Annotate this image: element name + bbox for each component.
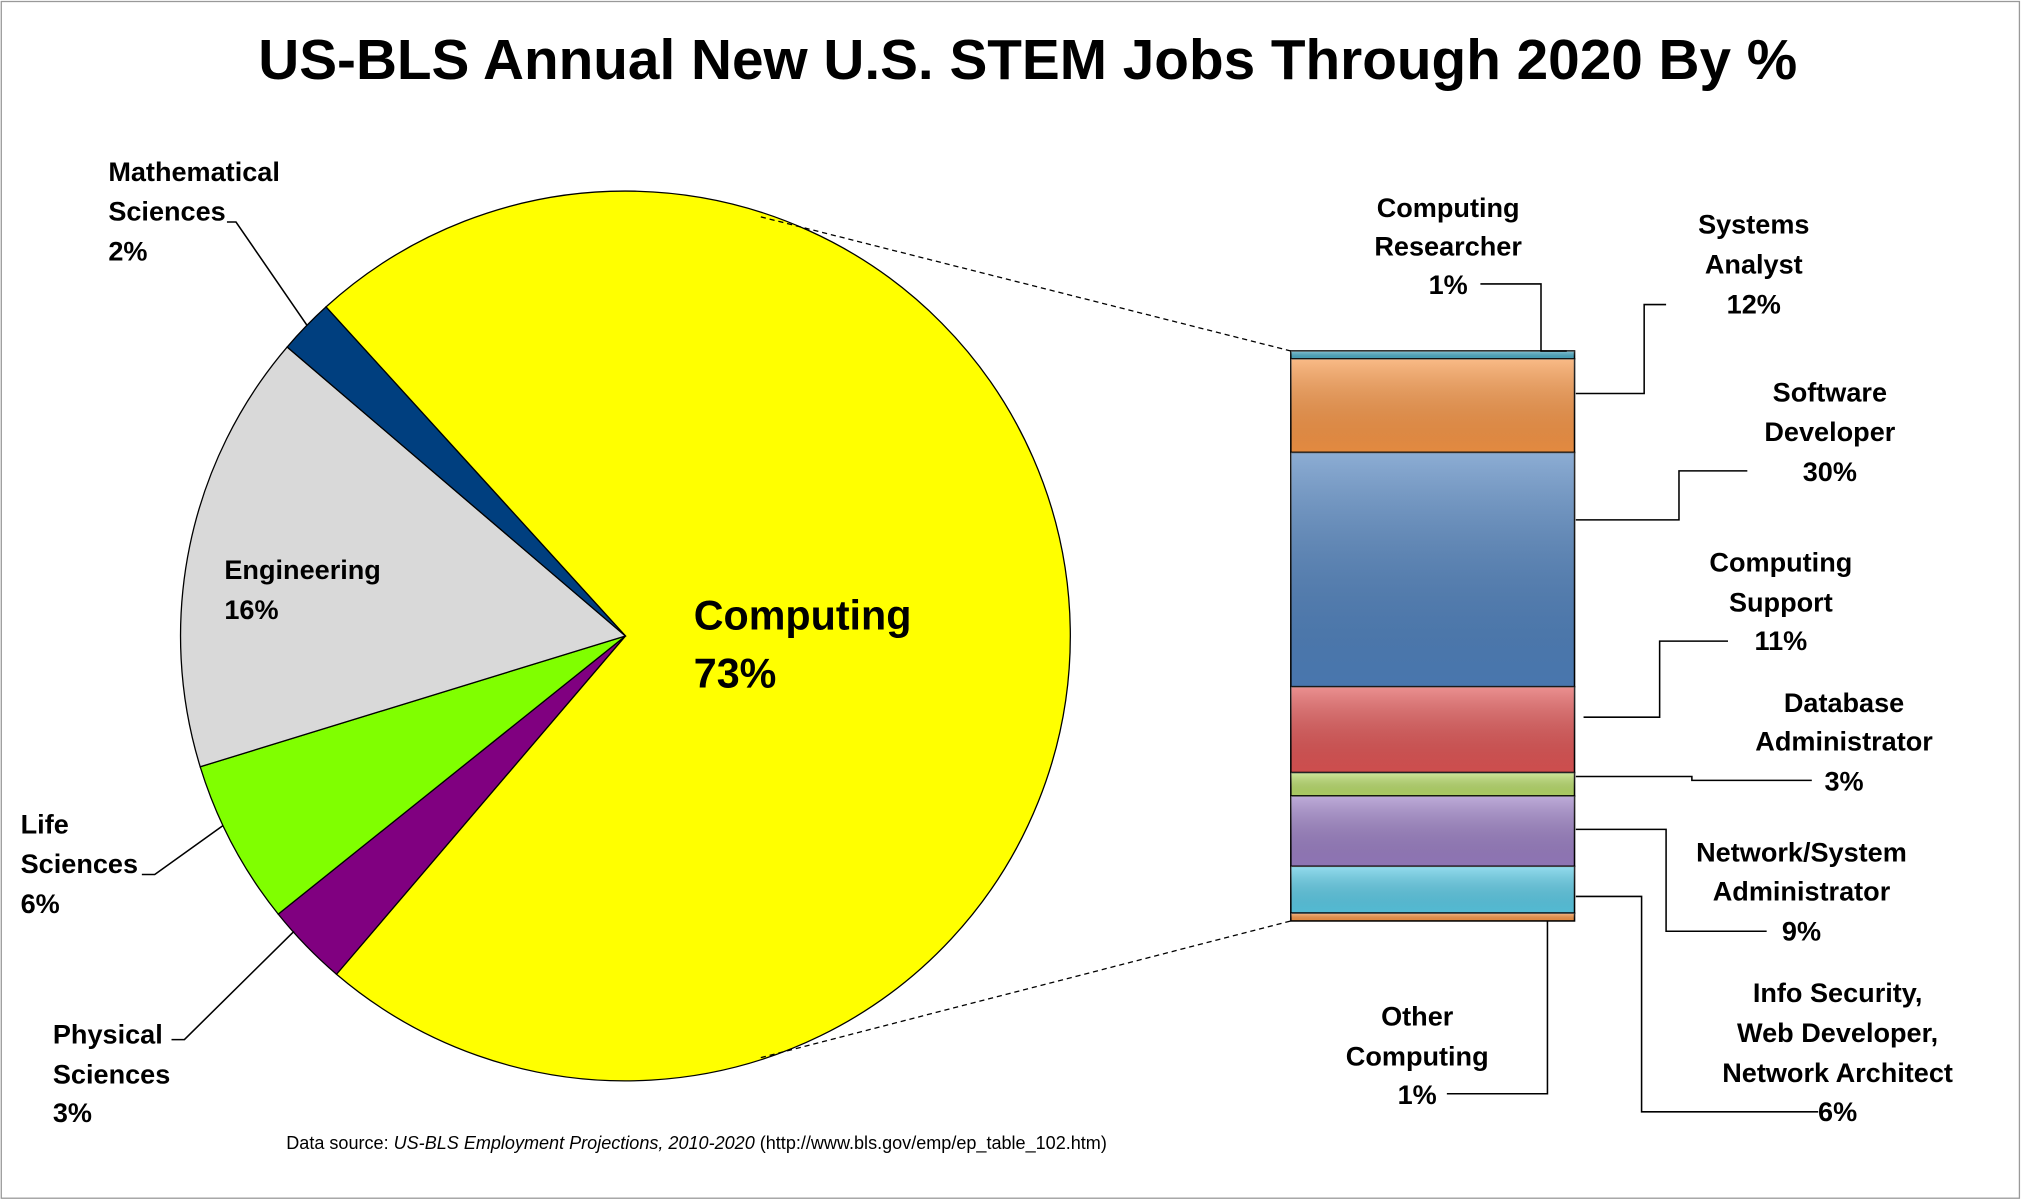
label-network-administrator: Network/System Administrator 9% xyxy=(1696,837,1907,947)
leader-line-life xyxy=(141,824,224,876)
label-line: Mathematical xyxy=(108,156,280,187)
label-line: Researcher xyxy=(1374,231,1522,262)
label-line: 73% xyxy=(694,651,777,697)
pie-chart xyxy=(179,190,1071,1082)
label-computing: Computing 73% xyxy=(694,593,912,697)
label-physical-sciences: Physical Sciences 3% xyxy=(53,1018,170,1128)
pie-slice-life-sciences xyxy=(199,635,626,916)
bar-segment-shading xyxy=(1290,866,1575,914)
label-line: Sciences xyxy=(53,1058,170,1089)
leader-line-software xyxy=(1575,470,1748,521)
data-source-note: Data source: US-BLS Employment Projectio… xyxy=(286,1133,1107,1154)
bar-segment-shading xyxy=(1290,772,1575,797)
label-line: Life xyxy=(21,808,69,839)
label-line: Network Architect xyxy=(1722,1057,1953,1088)
label-line: 6% xyxy=(21,888,60,919)
bar-segment-shading xyxy=(1290,913,1575,921)
bar-segment-shading xyxy=(1290,686,1575,773)
label-line: 12% xyxy=(1727,289,1781,320)
label-line: Computing xyxy=(694,593,912,639)
leader-line-infosec xyxy=(1575,895,1819,1113)
label-line: Systems xyxy=(1698,209,1809,240)
label-line: Computing xyxy=(1346,1040,1489,1071)
leader-line-math xyxy=(226,221,308,326)
label-line: Database xyxy=(1784,687,1904,718)
leader-line-physical xyxy=(171,930,295,1041)
label-life-sciences: Life Sciences 6% xyxy=(21,808,138,919)
label-line: Sciences xyxy=(108,196,225,227)
label-computing-support: Computing Support 11% xyxy=(1709,546,1852,656)
pie-slice-mathematical-sciences xyxy=(286,305,626,637)
bar-segment-shading xyxy=(1290,358,1575,453)
leader-line-systems xyxy=(1575,303,1667,395)
label-computing-researcher: Computing Researcher 1% xyxy=(1374,192,1522,300)
label-line: 9% xyxy=(1782,915,1821,946)
label-line: Other xyxy=(1381,1000,1454,1031)
label-line: Developer xyxy=(1764,416,1895,447)
label-line: Engineering xyxy=(224,554,380,585)
source-title: US-BLS Employment Projections, 2010-2020 xyxy=(394,1133,755,1153)
label-line: 1% xyxy=(1429,269,1468,300)
label-line: Network/System xyxy=(1696,837,1907,868)
label-line: Analyst xyxy=(1705,249,1803,280)
bar-segment-shading xyxy=(1290,796,1575,867)
leader-line-support xyxy=(1583,640,1728,718)
pie-slice-computing xyxy=(325,190,1071,1082)
leader-line-network xyxy=(1575,828,1767,933)
leader-line-other xyxy=(1446,920,1549,1095)
label-line: Administrator xyxy=(1713,875,1891,906)
label-line: 11% xyxy=(1755,625,1808,656)
chart-title: US-BLS Annual New U.S. STEM Jobs Through… xyxy=(258,29,1797,92)
stacked-bar xyxy=(1290,350,1576,922)
label-line: 2% xyxy=(108,236,147,267)
leader-line-researcher xyxy=(1480,283,1567,352)
bar-segment-shading xyxy=(1290,350,1575,359)
label-engineering: Engineering 16% xyxy=(224,554,380,625)
label-line: 6% xyxy=(1818,1096,1857,1127)
pie-slice-engineering xyxy=(179,346,627,768)
label-line: Computing xyxy=(1709,546,1852,577)
label-line: Software xyxy=(1773,376,1887,407)
label-line: Computing xyxy=(1377,192,1520,223)
label-line: Info Security, xyxy=(1753,977,1923,1008)
source-prefix: Data source: xyxy=(286,1133,393,1153)
label-mathematical-sciences: Mathematical Sciences 2% xyxy=(108,156,280,267)
connector-line-bottom xyxy=(760,920,1291,1059)
label-line: Administrator xyxy=(1755,726,1933,757)
label-other-computing: Other Computing 1% xyxy=(1346,1000,1489,1110)
label-line: 1% xyxy=(1398,1079,1437,1110)
bar-segment-shading xyxy=(1290,452,1575,687)
label-line: Web Developer, xyxy=(1737,1017,1938,1048)
label-database-administrator: Database Administrator 3% xyxy=(1755,687,1933,797)
label-line: 3% xyxy=(1824,766,1863,797)
label-line: Support xyxy=(1729,586,1833,617)
label-line: 3% xyxy=(53,1097,92,1128)
source-url: (http://www.bls.gov/emp/ep_table_102.htm… xyxy=(755,1133,1107,1154)
label-line: 30% xyxy=(1803,456,1857,487)
label-line: Sciences xyxy=(21,848,138,879)
leader-line-database xyxy=(1575,775,1812,782)
label-info-security: Info Security, Web Developer, Network Ar… xyxy=(1722,977,1953,1127)
label-line: 16% xyxy=(224,594,278,625)
label-systems-analyst: Systems Analyst 12% xyxy=(1698,209,1809,320)
label-line: Physical xyxy=(53,1018,163,1049)
connector-line-top xyxy=(760,216,1291,352)
label-software-developer: Software Developer 30% xyxy=(1764,376,1895,487)
